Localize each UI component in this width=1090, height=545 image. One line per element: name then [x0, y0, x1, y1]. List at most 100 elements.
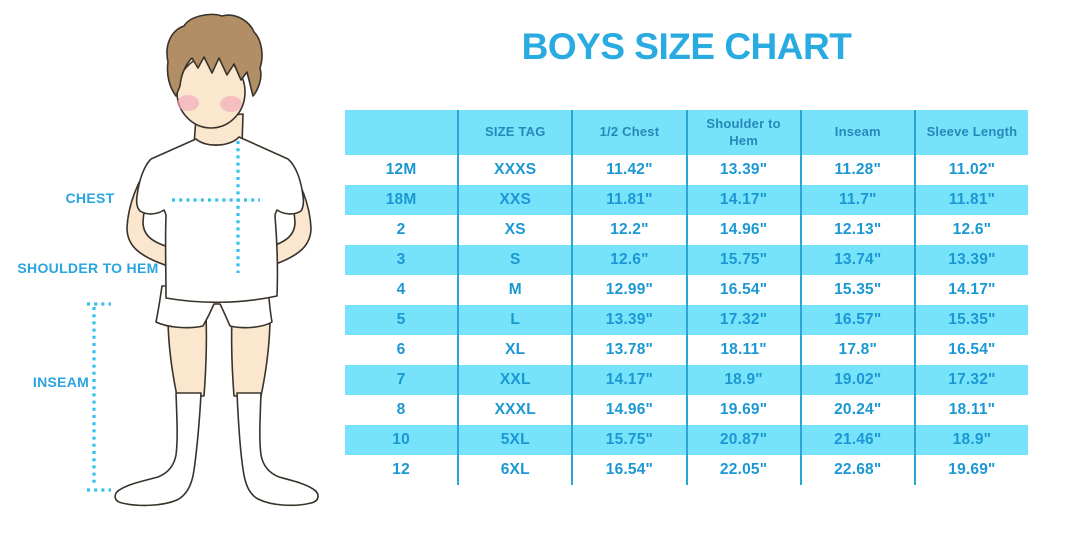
table-cell: 11.7" — [802, 185, 916, 215]
boy-illustration: CHEST SHOULDER TO HEM INSEAM — [0, 0, 340, 545]
table-cell: 18.11" — [688, 335, 802, 365]
table-cell: 14.17" — [573, 365, 688, 395]
table-cell: 2 — [345, 215, 460, 245]
table-row: 10 5XL 15.75" 20.87" 21.46" 18.9" — [345, 425, 1028, 455]
table-cell: 15.35" — [948, 311, 996, 328]
table-cell: XXL — [459, 365, 574, 395]
header-cell: 1/2 Chest — [573, 110, 688, 155]
table-cell: 15.75" — [573, 425, 688, 455]
table-cell: 5 — [345, 305, 460, 335]
table-row: 5 L 13.39" 17.32" 16.57" 15.35" — [345, 305, 1028, 335]
table-cell: 14.96" — [688, 215, 802, 245]
table-cell: 11.42" — [573, 155, 688, 185]
table-cell: 22.05" — [688, 455, 802, 485]
table-cell: L — [459, 305, 574, 335]
table-cell: 6 — [345, 335, 460, 365]
table-cell: XXXL — [459, 395, 574, 425]
table-row: 3 S 12.6" 15.75" 13.74" 13.39" — [345, 245, 1028, 275]
table-cell: 12.99" — [573, 275, 688, 305]
table-body: 12M XXXS 11.42" 13.39" 11.28" 11.02" 18M XXS 11.… — [345, 155, 1028, 485]
table-cell: M — [459, 275, 574, 305]
table-cell: 19.69" — [688, 395, 802, 425]
table-cell: 6XL — [459, 455, 574, 485]
table-row: 8 XXXL 14.96" 19.69" 20.24" 18.11" — [345, 395, 1028, 425]
table-header-row: SIZE TAG 1/2 Chest Shoulder to Hem Inseam Sl… — [345, 110, 1028, 155]
table-cell: 16.57" — [802, 305, 916, 335]
table-cell: 17.8" — [802, 335, 916, 365]
table-cell: 4 — [345, 275, 460, 305]
table-cell: 18.9" — [952, 431, 992, 448]
table-cell: 11.81" — [573, 185, 688, 215]
table-cell: 12.13" — [802, 215, 916, 245]
table-cell: 13.39" — [948, 251, 996, 268]
table-cell: 20.24" — [802, 395, 916, 425]
header-cell: Inseam — [802, 110, 916, 155]
table-cell: 17.32" — [688, 305, 802, 335]
table-cell: 12.6" — [952, 221, 992, 238]
table-cell: 12.6" — [573, 245, 688, 275]
table-cell: 14.17" — [948, 281, 996, 298]
table-cell: XL — [459, 335, 574, 365]
table-cell: 8 — [345, 395, 460, 425]
boy-sock-right — [236, 392, 319, 507]
chest-label: CHEST — [66, 190, 115, 206]
boy-sock-left — [114, 392, 202, 507]
table-cell: 16.54" — [688, 275, 802, 305]
table-cell: 13.78" — [573, 335, 688, 365]
table-cell: 5XL — [459, 425, 574, 455]
boy-leg-left — [167, 313, 208, 397]
size-table: SIZE TAG 1/2 Chest Shoulder to Hem Inseam Sl… — [345, 110, 1028, 485]
table-cell: 14.17" — [688, 185, 802, 215]
table-row: 2 XS 12.2" 14.96" 12.13" 12.6" — [345, 215, 1028, 245]
header-cell: Sleeve Length — [926, 124, 1018, 140]
table-cell: 16.54" — [573, 455, 688, 485]
table-cell: 15.75" — [688, 245, 802, 275]
table-row: 12M XXXS 11.42" 13.39" 11.28" 11.02" — [345, 155, 1028, 185]
table-cell: 16.54" — [948, 341, 996, 358]
table-cell: 15.35" — [802, 275, 916, 305]
boy-figure-svg: CHEST SHOULDER TO HEM INSEAM — [17, 13, 319, 507]
boy-shirt — [135, 136, 305, 304]
table-cell: S — [459, 245, 574, 275]
table-cell: 14.96" — [573, 395, 688, 425]
table-cell: 3 — [345, 245, 460, 275]
table-row: 7 XXL 14.17" 18.9" 19.02" 17.32" — [345, 365, 1028, 395]
table-cell: XS — [459, 215, 574, 245]
table-row: 18M XXS 11.81" 14.17" 11.7" 11.81" — [345, 185, 1028, 215]
table-row: 4 M 12.99" 16.54" 15.35" 14.17" — [345, 275, 1028, 305]
header-cell: SIZE TAG — [459, 110, 574, 155]
table-cell: 12M — [345, 155, 460, 185]
header-cell: Shoulder to Hem — [688, 110, 802, 155]
table-cell: XXXS — [459, 155, 574, 185]
boy-hair — [166, 13, 263, 97]
table-cell: 7 — [345, 365, 460, 395]
table-row: 6 XL 13.78" 18.11" 17.8" 16.54" — [345, 335, 1028, 365]
table-cell: 13.39" — [573, 305, 688, 335]
table-cell: 11.02" — [948, 161, 996, 178]
table-cell: 13.74" — [802, 245, 916, 275]
page-title: BOYS SIZE CHART — [521, 26, 852, 67]
table-cell: 20.87" — [688, 425, 802, 455]
table-cell: 12 — [345, 455, 460, 485]
table-cell: 10 — [345, 425, 460, 455]
table-cell: 11.81" — [948, 191, 996, 208]
table-cell: 13.39" — [688, 155, 802, 185]
table-cell: 17.32" — [948, 371, 996, 388]
table-cell: 18M — [345, 185, 460, 215]
table-cell: 18.9" — [688, 365, 802, 395]
table-cell: 21.46" — [802, 425, 916, 455]
table-cell: 19.69" — [948, 461, 996, 478]
table-cell: 18.11" — [948, 401, 996, 418]
shoulder-to-hem-label: SHOULDER TO HEM — [17, 260, 158, 276]
table-row: 12 6XL 16.54" 22.05" 22.68" 19.69" — [345, 455, 1028, 485]
table-cell: 22.68" — [802, 455, 916, 485]
inseam-label: INSEAM — [33, 374, 89, 390]
table-cell: 12.2" — [573, 215, 688, 245]
boy-cheek-left — [177, 95, 199, 111]
header-cell — [345, 110, 460, 155]
table-cell: 11.28" — [802, 155, 916, 185]
boy-cheek-right — [220, 96, 242, 112]
table-cell: XXS — [459, 185, 574, 215]
table-cell: 19.02" — [802, 365, 916, 395]
